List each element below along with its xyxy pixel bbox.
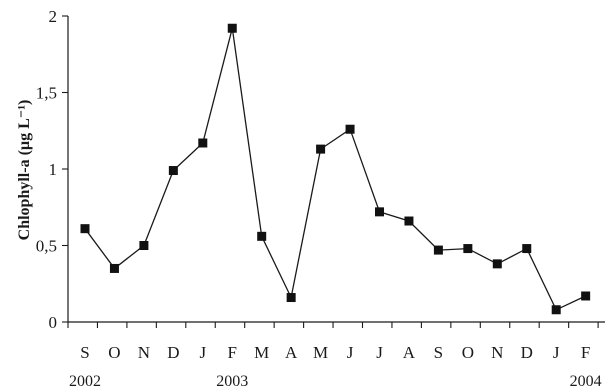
x-tick-label: N <box>138 343 150 362</box>
data-point <box>375 207 384 217</box>
year-label: 2004 <box>570 373 602 390</box>
x-tick-label: M <box>254 343 269 362</box>
x-tick-label: D <box>521 343 533 362</box>
x-tick-label: J <box>199 343 206 362</box>
data-point <box>433 245 443 255</box>
y-axis-label: Chlophyll-a (µg L⁻¹) <box>16 100 33 241</box>
x-tick-label: D <box>167 343 179 362</box>
data-point <box>345 124 355 134</box>
x-tick-label: M <box>313 343 328 362</box>
data-point <box>168 166 178 176</box>
x-tick-label: N <box>491 343 503 362</box>
year-label: 2003 <box>216 373 248 390</box>
y-tick-label: 0 <box>49 313 58 332</box>
data-point <box>581 291 591 301</box>
data-point <box>316 144 326 154</box>
y-tick-label: 2 <box>49 7 58 26</box>
x-tick-label: F <box>581 343 590 362</box>
x-tick-label: A <box>403 343 416 362</box>
data-point <box>109 263 119 273</box>
data-point <box>522 244 532 254</box>
y-tick-label: 1,5 <box>36 84 57 103</box>
x-tick-label: J <box>347 343 354 362</box>
x-tick-label: J <box>553 343 560 362</box>
data-series <box>80 23 591 315</box>
x-tick-label: O <box>108 343 120 362</box>
y-tick-label: 1 <box>49 160 58 179</box>
y-tick-label: 0,5 <box>36 237 57 256</box>
data-point <box>257 231 267 241</box>
x-tick-label: S <box>434 343 443 362</box>
data-point <box>492 259 502 269</box>
x-tick-label: O <box>462 343 474 362</box>
data-point <box>227 23 237 33</box>
data-point <box>286 293 296 303</box>
data-point <box>139 241 149 250</box>
year-label: 2002 <box>69 373 101 390</box>
x-tick-label: A <box>285 343 298 362</box>
x-tick-label: F <box>228 343 237 362</box>
data-point <box>404 216 414 226</box>
x-tick-label: J <box>376 343 383 362</box>
data-point <box>551 305 561 315</box>
series-line <box>84 28 586 311</box>
data-point <box>198 138 208 148</box>
data-point <box>80 224 90 234</box>
x-tick-label: S <box>80 343 89 362</box>
data-point <box>463 244 473 254</box>
y-axis: 0 0,5 1 1,5 2 <box>36 7 69 332</box>
